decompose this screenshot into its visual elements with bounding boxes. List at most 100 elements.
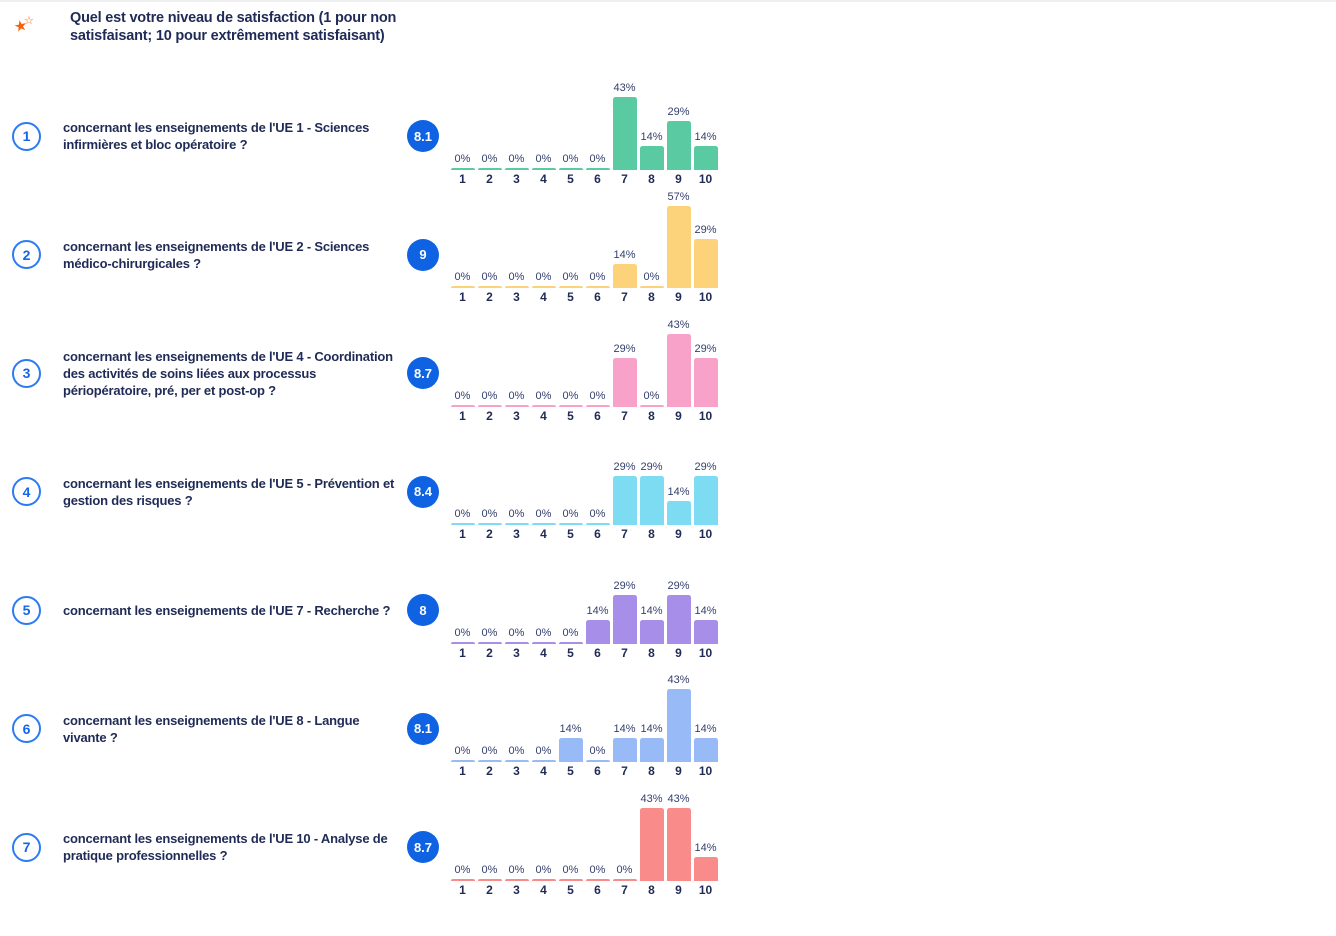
bar xyxy=(666,807,691,881)
question-row: 1 concernant les enseignements de l'UE 1… xyxy=(0,74,1336,193)
bar xyxy=(612,96,637,170)
bar xyxy=(666,689,691,762)
bar-column: 0% 4 xyxy=(530,864,557,897)
bar-column: 0% 6 xyxy=(584,153,611,186)
bar-value-label: 0% xyxy=(454,745,471,757)
bar xyxy=(558,523,583,525)
bar-value-label: 0% xyxy=(481,508,498,520)
bar-value-label: 0% xyxy=(481,745,498,757)
axis-tick-label: 2 xyxy=(486,764,493,778)
bar-value-label: 29% xyxy=(613,342,636,355)
axis-tick-label: 8 xyxy=(648,645,655,660)
question-number: 2 xyxy=(22,246,31,263)
bar-column: 29% 9 xyxy=(665,106,692,186)
bar xyxy=(612,878,637,881)
bar-column: 0% 3 xyxy=(503,508,530,541)
axis-tick-label: 7 xyxy=(621,290,628,304)
bar-column: 0% 4 xyxy=(530,508,557,541)
bar-value-label: 0% xyxy=(643,271,660,283)
bar xyxy=(612,357,637,407)
question-number-badge: 3 xyxy=(12,358,41,388)
bar xyxy=(558,641,583,644)
bar-column: 0% 6 xyxy=(584,390,611,423)
axis-tick-label: 4 xyxy=(540,764,547,778)
distribution-bar-chart: 0% 1 0% 2 0% 3 0% 4 0% 5 0% 6 29% 7 0% 8 43% 9 29% 10 xyxy=(449,319,719,423)
bar xyxy=(585,404,610,407)
bar-value-label: 0% xyxy=(589,745,606,757)
bar-column: 0% 4 xyxy=(530,153,557,186)
bar-column: 29% 7 xyxy=(611,343,638,423)
bar xyxy=(504,523,529,525)
bar xyxy=(558,738,583,762)
bar-value-label: 0% xyxy=(535,745,552,757)
bar-value-label: 14% xyxy=(640,130,663,143)
axis-tick-label: 1 xyxy=(459,882,466,897)
axis-tick-label: 6 xyxy=(594,527,601,541)
distribution-bar-chart: 0% 1 0% 2 0% 3 0% 4 0% 5 0% 6 0% 7 43% 8 43% 9 14% 10 xyxy=(449,793,719,897)
question-text: concernant les enseignements de l'UE 10 … xyxy=(63,831,388,864)
bar xyxy=(531,878,556,881)
question-number: 6 xyxy=(22,720,31,737)
bar-column: 0% 6 xyxy=(584,745,611,778)
axis-tick-label: 7 xyxy=(621,764,628,778)
bar-column: 0% 3 xyxy=(503,271,530,304)
axis-tick-label: 8 xyxy=(648,882,655,897)
axis-tick-label: 3 xyxy=(513,527,520,541)
axis-tick-label: 10 xyxy=(698,290,713,304)
bar xyxy=(504,760,529,762)
axis-tick-label: 4 xyxy=(540,290,547,304)
bar-value-label: 0% xyxy=(508,389,525,402)
bar-value-label: 0% xyxy=(481,389,498,402)
axis-tick-label: 6 xyxy=(594,764,601,778)
bar xyxy=(504,878,529,881)
bar-value-label: 0% xyxy=(535,863,552,876)
bar-column: 0% 1 xyxy=(449,627,476,660)
distribution-bar-chart: 0% 1 0% 2 0% 3 0% 4 14% 5 0% 6 14% 7 14% 8 43% 9 14% 10 xyxy=(449,674,719,778)
axis-tick-label: 8 xyxy=(648,290,655,304)
axis-tick-label: 5 xyxy=(567,645,574,660)
axis-tick-label: 4 xyxy=(540,527,547,541)
bar-value-label: 0% xyxy=(454,508,471,520)
axis-tick-label: 5 xyxy=(567,764,574,778)
question-text: concernant les enseignements de l'UE 4 -… xyxy=(63,348,393,398)
bar-column: 0% 6 xyxy=(584,864,611,897)
axis-tick-label: 3 xyxy=(513,408,520,423)
bar xyxy=(693,476,718,525)
bar-column: 29% 10 xyxy=(692,461,719,541)
bar xyxy=(639,145,664,170)
bar-column: 0% 8 xyxy=(638,271,665,304)
bar-column: 0% 4 xyxy=(530,390,557,423)
question-row: 4 concernant les enseignements de l'UE 5… xyxy=(0,430,1336,549)
axis-tick-label: 3 xyxy=(513,764,520,778)
bar-column: 29% 10 xyxy=(692,343,719,423)
axis-tick-label: 3 xyxy=(513,171,520,186)
bar xyxy=(477,286,502,288)
bar-value-label: 14% xyxy=(694,841,717,854)
question-number-badge: 4 xyxy=(12,477,41,507)
axis-tick-label: 2 xyxy=(486,171,493,186)
question-row: 5 concernant les enseignements de l'UE 7… xyxy=(0,548,1336,667)
bar-column: 14% 8 xyxy=(638,723,665,778)
bar-value-label: 14% xyxy=(694,604,717,617)
question-number-badge: 6 xyxy=(12,714,41,744)
bar-value-label: 43% xyxy=(667,674,690,686)
score-badge: 8.1 xyxy=(407,712,439,745)
bar xyxy=(531,404,556,407)
axis-tick-label: 1 xyxy=(459,408,466,423)
bar-column: 14% 10 xyxy=(692,605,719,660)
bar-column: 0% 4 xyxy=(530,627,557,660)
bar-column: 29% 9 xyxy=(665,580,692,660)
question-text: concernant les enseignements de l'UE 2 -… xyxy=(63,238,370,271)
bar-column: 0% 2 xyxy=(476,864,503,897)
bar-value-label: 43% xyxy=(667,318,690,331)
axis-tick-label: 3 xyxy=(513,290,520,304)
bar xyxy=(666,501,691,525)
axis-tick-label: 9 xyxy=(675,408,682,423)
axis-tick-label: 6 xyxy=(594,645,601,660)
bar xyxy=(477,641,502,644)
bar-column: 14% 10 xyxy=(692,842,719,897)
bar-column: 0% 4 xyxy=(530,745,557,778)
bar xyxy=(558,404,583,407)
axis-tick-label: 4 xyxy=(540,408,547,423)
score-badge: 8.4 xyxy=(407,475,439,508)
